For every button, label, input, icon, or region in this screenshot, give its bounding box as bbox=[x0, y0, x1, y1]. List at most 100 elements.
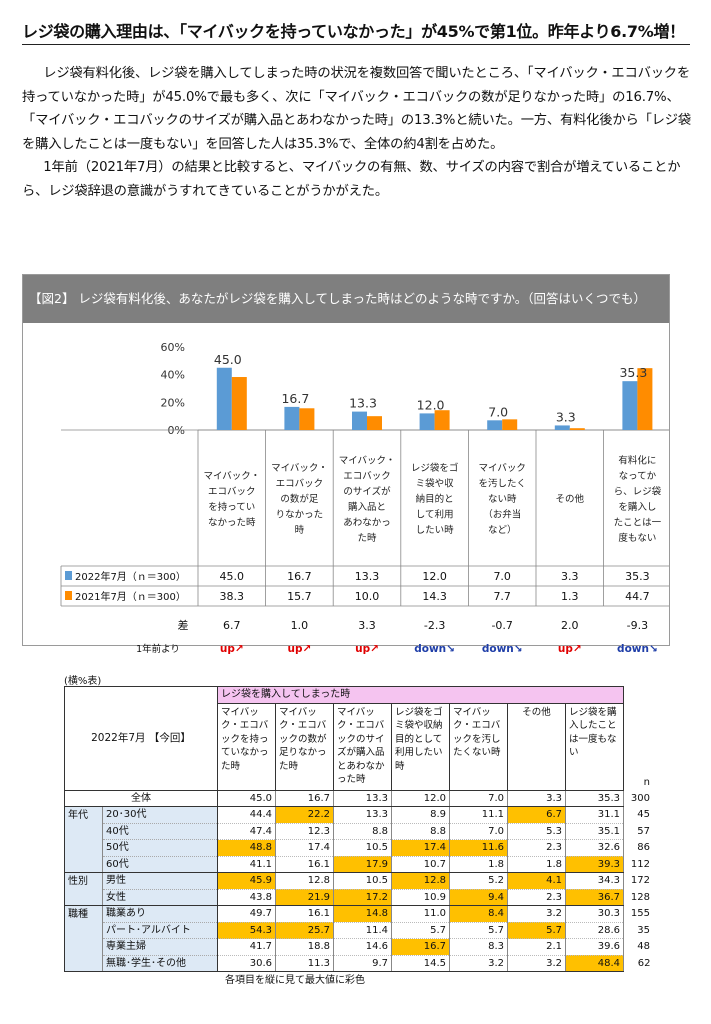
table-value: 25.7 bbox=[275, 922, 334, 939]
bar-chart: 0% 20% 40% 60% 45.0 マイバック・エコバックを持っていなかった時 45.0… bbox=[60, 341, 672, 655]
legend-swatch-2021 bbox=[65, 591, 72, 600]
figure-title: 【図2】 レジ袋有料化後、あなたがレジ袋を購入してしまった時はどのような時ですか… bbox=[23, 275, 669, 323]
diff-value: 3.3 bbox=[358, 619, 376, 632]
category-label: マイバックを汚したくない時（お弁当など） bbox=[478, 463, 526, 536]
table-value: 34.3 bbox=[565, 872, 624, 890]
table-value: 13.3 bbox=[333, 806, 392, 824]
table-value: 10.5 bbox=[333, 839, 392, 857]
diff-value: -9.3 bbox=[627, 619, 648, 632]
value-label: 12.0 bbox=[417, 397, 445, 412]
legend-swatch-2022 bbox=[65, 571, 72, 580]
table-value: 3.2 bbox=[449, 955, 508, 972]
table-value: 8.8 bbox=[333, 823, 392, 840]
table-value: 39.6 bbox=[565, 938, 624, 956]
table-value: 39.3 bbox=[565, 856, 624, 873]
table-n-value: 300 bbox=[630, 792, 650, 804]
category-label: マイバック・エコバックを持っていなかった時 bbox=[203, 471, 260, 529]
diff-value: 1.0 bbox=[291, 619, 309, 632]
table-value: 30.6 bbox=[217, 955, 276, 972]
table-value: 12.0 bbox=[391, 790, 450, 807]
table-n-value: 35 bbox=[637, 924, 650, 936]
table-value-2022: 35.3 bbox=[625, 570, 650, 583]
table-column-header: その他 bbox=[507, 702, 566, 791]
table-group-label: 年代 bbox=[64, 806, 103, 823]
table-column-header: マイバック・エコバックのサイズが購入品とあわなかった時 bbox=[333, 702, 392, 791]
table-value-2022: 12.0 bbox=[422, 570, 447, 583]
table-value: 10.7 bbox=[391, 856, 450, 873]
value-label: 35.3 bbox=[619, 365, 647, 380]
table-value: 18.8 bbox=[275, 938, 334, 956]
headline-divider bbox=[22, 44, 690, 45]
diff-value: 6.7 bbox=[223, 619, 241, 632]
table-value-2022: 13.3 bbox=[355, 570, 380, 583]
bar-2022 bbox=[554, 425, 570, 430]
table-value: 48.4 bbox=[565, 955, 624, 972]
bar-2022 bbox=[419, 413, 435, 430]
table-value: 36.7 bbox=[565, 889, 624, 906]
table-value: 16.7 bbox=[275, 790, 334, 807]
table-value: 2.3 bbox=[507, 889, 566, 906]
bar-2022 bbox=[487, 420, 503, 430]
trend-row-label: 1年前より bbox=[136, 643, 180, 655]
table-group-label bbox=[64, 823, 103, 840]
table-value: 7.0 bbox=[449, 790, 508, 807]
table-value-2021: 7.7 bbox=[493, 590, 511, 603]
table-value: 14.8 bbox=[333, 905, 392, 923]
table-group-label: 性別 bbox=[64, 872, 103, 889]
table-value: 35.3 bbox=[565, 790, 624, 807]
table-value-2021: 44.7 bbox=[625, 590, 650, 603]
bar-2021 bbox=[231, 377, 247, 430]
value-label: 3.3 bbox=[556, 409, 576, 424]
table-value: 41.7 bbox=[217, 938, 276, 956]
table-value: 10.9 bbox=[391, 889, 450, 906]
table-value: 5.2 bbox=[449, 872, 508, 890]
table-value: 43.8 bbox=[217, 889, 276, 906]
table-value: 4.1 bbox=[507, 872, 566, 890]
table-value: 17.9 bbox=[333, 856, 392, 873]
table-value: 8.9 bbox=[391, 806, 450, 824]
table-value-2021: 10.0 bbox=[355, 590, 380, 603]
table-value: 8.4 bbox=[449, 905, 508, 923]
table-group-header: レジ袋を購入してしまった時 bbox=[217, 686, 624, 704]
table-value: 16.7 bbox=[391, 938, 450, 956]
table-value: 32.6 bbox=[565, 839, 624, 857]
table-n-value: 128 bbox=[630, 891, 650, 903]
table-column-header: マイバック・エコバックを汚したくない時 bbox=[449, 702, 508, 791]
table-group-label bbox=[64, 839, 103, 856]
table-row-label: 男性 bbox=[102, 872, 218, 890]
table-value: 17.4 bbox=[391, 839, 450, 857]
table-row-label: パート･アルバイト bbox=[102, 922, 218, 939]
y-tick-label: 60% bbox=[161, 341, 185, 354]
table-row-label: 専業主婦 bbox=[102, 938, 218, 956]
y-tick-label: 20% bbox=[161, 396, 185, 409]
table-value: 6.7 bbox=[507, 806, 566, 824]
table-group-label bbox=[64, 856, 103, 873]
paragraph-1: レジ袋有料化後、レジ袋を購入してしまった時の状況を複数回答で聞いたところ、「マイ… bbox=[22, 66, 691, 152]
table-value: 12.3 bbox=[275, 823, 334, 840]
table-group-label bbox=[64, 889, 103, 906]
table-n-value: 172 bbox=[630, 875, 650, 887]
y-tick-label: 0% bbox=[168, 424, 185, 437]
table-n-value: 155 bbox=[630, 908, 650, 920]
diff-value: -2.3 bbox=[424, 619, 445, 632]
category-label: 有料化になってから、レジ袋を購入したことは一度もない bbox=[614, 454, 662, 544]
trend-down: down↘ bbox=[414, 643, 455, 655]
table-value-2021: 1.3 bbox=[561, 590, 579, 603]
table-value: 5.7 bbox=[507, 922, 566, 939]
table-value: 9.7 bbox=[333, 955, 392, 972]
bar-2021 bbox=[637, 368, 653, 430]
table-value: 8.3 bbox=[449, 938, 508, 956]
table-value: 11.4 bbox=[333, 922, 392, 939]
table-row-label: 職業あり bbox=[102, 905, 218, 923]
table-value-2021: 14.3 bbox=[422, 590, 447, 603]
table-column-header: レジ袋を購入したことは一度もない bbox=[565, 702, 624, 791]
table-note: 各項目を縦に見て最大値に彩色 bbox=[225, 975, 365, 986]
trend-up: up↗ bbox=[558, 643, 582, 655]
table-value: 44.4 bbox=[217, 806, 276, 824]
category-label: マイバック・エコバックの数が足りなかった時 bbox=[271, 463, 328, 536]
table-value: 11.6 bbox=[449, 839, 508, 857]
table-value: 3.2 bbox=[507, 955, 566, 972]
table-value: 35.1 bbox=[565, 823, 624, 840]
table-value: 10.5 bbox=[333, 872, 392, 890]
table-value: 8.8 bbox=[391, 823, 450, 840]
